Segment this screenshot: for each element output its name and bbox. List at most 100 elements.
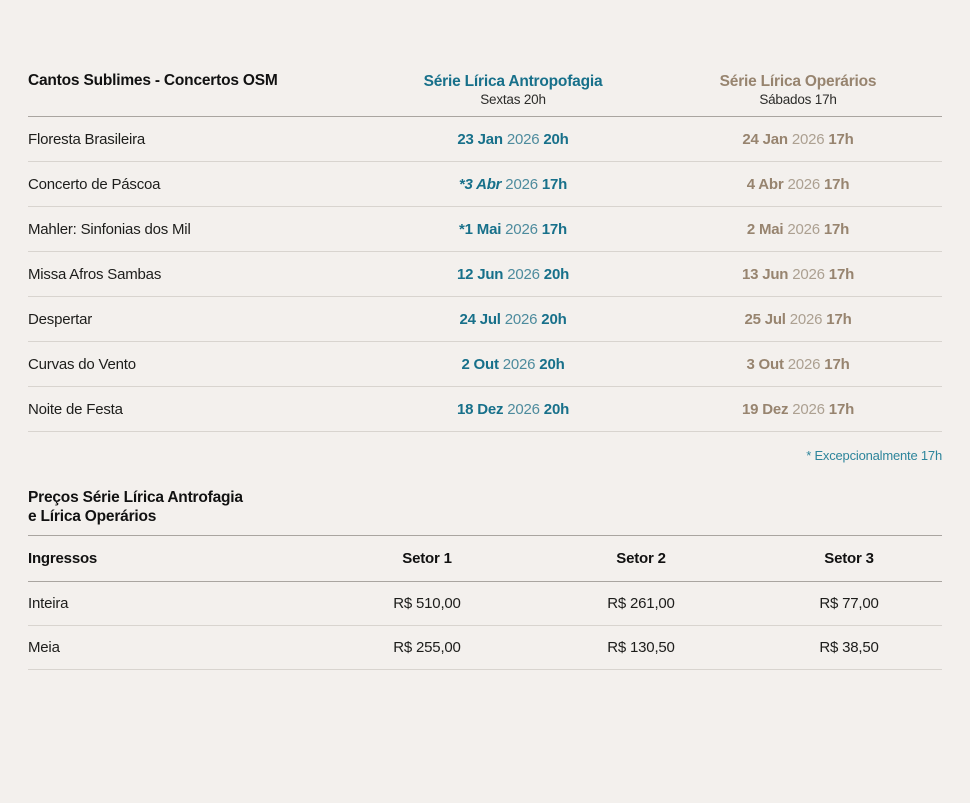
date-day: 19 Dez — [741, 400, 789, 418]
prices-header-label: Ingressos — [28, 550, 98, 567]
date-year: 2026 — [504, 310, 538, 328]
price-setor2: R$ 130,50 — [607, 639, 675, 656]
date-time: 17h — [541, 220, 567, 238]
date-time: 20h — [543, 400, 570, 418]
date-time: 17h — [828, 400, 855, 418]
column-header-operarios: Série Lírica Operários Sábados 17h — [654, 72, 942, 108]
date-day: 2 Out — [461, 355, 499, 373]
prices-rows: Inteira R$ 510,00 R$ 261,00 R$ 77,00 Meia R$ … — [28, 582, 942, 670]
prices-title-line1: Preços Série Lírica Antrofagia — [28, 489, 243, 506]
concert-date-cell: 13 Jun 2026 17h — [654, 266, 942, 283]
concert-date-cell: 2 Mai 2026 17h — [654, 221, 942, 238]
date-day: 3 Out — [746, 355, 784, 373]
concert-date-cell: 18 Dez 2026 20h — [372, 401, 654, 418]
date-time: 17h — [828, 265, 855, 283]
concerts-header: Cantos Sublimes - Concertos OSM Série Lí… — [28, 72, 942, 117]
price-setor1: R$ 510,00 — [393, 595, 461, 612]
date-time: 20h — [543, 130, 569, 148]
concert-date-cell: 12 Jun 2026 20h — [372, 266, 654, 283]
table-row: Mahler: Sinfonias dos Mil *1 Mai 2026 17h… — [28, 207, 942, 252]
date-year: 2026 — [787, 175, 821, 193]
concert-date-cell: 19 Dez 2026 17h — [654, 401, 942, 418]
column-header-label: Série Lírica Operários — [719, 73, 877, 90]
date-year: 2026 — [787, 220, 820, 238]
table-row: Despertar 24 Jul 2026 20h 25 Jul 2026 17h — [28, 297, 942, 342]
date-day: 2 Mai — [746, 220, 784, 238]
ticket-type: Inteira — [28, 595, 69, 612]
concert-date-cell: *3 Abr 2026 17h — [372, 176, 654, 193]
footnote: * Excepcionalmente 17h — [806, 448, 942, 463]
concert-date-cell: 3 Out 2026 17h — [654, 356, 942, 373]
date-day: 12 Jun — [456, 265, 504, 283]
date-time: 17h — [828, 130, 854, 148]
date-year: 2026 — [789, 310, 823, 328]
table-row: Concerto de Páscoa *3 Abr 2026 17h 4 Abr 2… — [28, 162, 942, 207]
table-row: Missa Afros Sambas 12 Jun 2026 20h 13 Jun … — [28, 252, 942, 297]
concerts-title-cell: Cantos Sublimes - Concertos OSM — [28, 72, 372, 108]
table-row: Curvas do Vento 2 Out 2026 20h 3 Out 2026 … — [28, 342, 942, 387]
date-day: 18 Dez — [456, 400, 504, 418]
concert-name: Despertar — [28, 310, 93, 328]
price-setor3: R$ 77,00 — [819, 595, 879, 612]
date-time: 20h — [539, 355, 565, 373]
prices-header-setor2: Setor 2 — [616, 550, 666, 567]
date-day: 13 Jun — [741, 265, 789, 283]
concert-date-cell: *1 Mai 2026 17h — [372, 221, 654, 238]
date-day: 24 Jul — [459, 310, 501, 328]
table-row: Noite de Festa 18 Dez 2026 20h 19 Dez 2026… — [28, 387, 942, 432]
date-year: 2026 — [505, 175, 538, 193]
date-day: *1 Mai — [459, 220, 502, 238]
concert-date-cell: 4 Abr 2026 17h — [654, 176, 942, 193]
concert-date-cell: 25 Jul 2026 17h — [654, 311, 942, 328]
date-time: 17h — [824, 175, 850, 193]
concert-name: Curvas do Vento — [28, 355, 136, 373]
date-year: 2026 — [791, 130, 825, 148]
page-title: Cantos Sublimes - Concertos OSM — [28, 72, 278, 89]
table-row: Floresta Brasileira 23 Jan 2026 20h 24 Jan… — [28, 117, 942, 162]
date-year: 2026 — [507, 400, 540, 418]
concert-date-cell: 2 Out 2026 20h — [372, 356, 654, 373]
date-time: 17h — [823, 220, 850, 238]
date-time: 17h — [541, 175, 568, 193]
column-header-sublabel: Sextas 20h — [480, 92, 546, 107]
price-setor2: R$ 261,00 — [607, 595, 675, 612]
prices-header-setor1: Setor 1 — [402, 550, 452, 567]
date-year: 2026 — [792, 265, 825, 283]
prices-header-row: Ingressos Setor 1 Setor 2 Setor 3 — [28, 536, 942, 582]
prices-title: Preços Série Lírica Antrofagia e Lírica … — [28, 488, 942, 536]
concert-name: Noite de Festa — [28, 400, 123, 418]
date-time: 20h — [541, 310, 567, 328]
date-time: 20h — [543, 265, 570, 283]
date-day: 23 Jan — [457, 130, 503, 148]
date-year: 2026 — [506, 130, 540, 148]
date-year: 2026 — [505, 220, 538, 238]
column-header-antropofagia: Série Lírica Antropofagia Sextas 20h — [372, 72, 654, 108]
concert-name: Mahler: Sinfonias dos Mil — [28, 220, 191, 238]
prices-title-line2: e Lírica Operários — [28, 508, 157, 525]
date-time: 17h — [826, 310, 852, 328]
date-year: 2026 — [507, 265, 540, 283]
date-day: 4 Abr — [746, 175, 784, 193]
concert-name: Concerto de Páscoa — [28, 175, 161, 193]
table-row: Inteira R$ 510,00 R$ 261,00 R$ 77,00 — [28, 582, 942, 626]
date-day: *3 Abr — [458, 175, 502, 193]
concert-name: Missa Afros Sambas — [28, 265, 162, 283]
concert-date-cell: 24 Jan 2026 17h — [654, 131, 942, 148]
date-day: 24 Jan — [742, 130, 788, 148]
table-row: Meia R$ 255,00 R$ 130,50 R$ 38,50 — [28, 626, 942, 670]
page: Cantos Sublimes - Concertos OSM Série Lí… — [0, 72, 970, 670]
ticket-type: Meia — [28, 639, 60, 656]
date-day: 25 Jul — [744, 310, 786, 328]
column-header-sublabel: Sábados 17h — [759, 92, 837, 107]
date-year: 2026 — [502, 355, 536, 373]
concert-name: Floresta Brasileira — [28, 130, 146, 148]
concert-date-cell: 24 Jul 2026 20h — [372, 311, 654, 328]
date-year: 2026 — [792, 400, 825, 418]
date-time: 17h — [824, 355, 850, 373]
prices-header-setor3: Setor 3 — [824, 550, 874, 567]
column-header-label: Série Lírica Antropofagia — [423, 73, 603, 90]
price-setor3: R$ 38,50 — [819, 639, 879, 656]
concerts-rows: Floresta Brasileira 23 Jan 2026 20h 24 Jan… — [28, 117, 942, 432]
concert-date-cell: 23 Jan 2026 20h — [372, 131, 654, 148]
price-setor1: R$ 255,00 — [393, 639, 461, 656]
